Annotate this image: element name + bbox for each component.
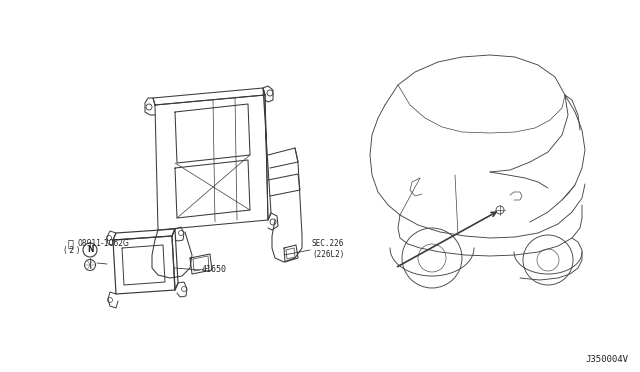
Text: ( 2 ): ( 2 ) — [64, 247, 80, 256]
Text: ⓝ: ⓝ — [67, 238, 73, 248]
Text: 08911-1062G: 08911-1062G — [77, 238, 129, 247]
Text: 41650: 41650 — [202, 266, 227, 275]
Text: SEC.226
(226L2): SEC.226 (226L2) — [312, 239, 344, 259]
Text: J350004V: J350004V — [585, 355, 628, 364]
Text: N: N — [87, 246, 93, 254]
